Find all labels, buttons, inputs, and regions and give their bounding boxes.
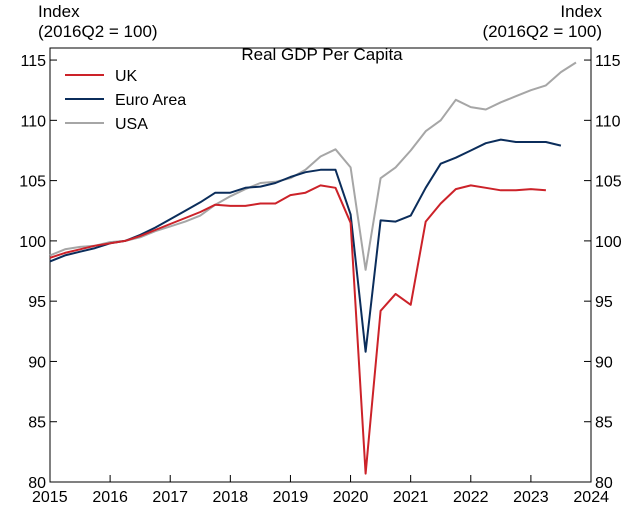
- x-tick-label: 2023: [513, 489, 549, 506]
- y-tick-label-left: 90: [28, 354, 46, 371]
- y-tick-label-right: 105: [595, 174, 622, 191]
- y-tick-label-right: 85: [595, 415, 613, 432]
- chart-title: Real GDP Per Capita: [241, 45, 403, 64]
- y-tick-label-right: 95: [595, 294, 613, 311]
- plot-area: [49, 47, 592, 483]
- series-line-uk: [49, 184, 546, 475]
- legend: UK Euro Area USA: [65, 68, 186, 133]
- legend-label-euro-area: Euro Area: [115, 92, 186, 109]
- y-tick-label-left: 80: [28, 475, 46, 492]
- legend-label-uk: UK: [115, 68, 138, 85]
- y-tick-label-right: 110: [595, 113, 621, 130]
- y-axis-label-left-line1: Index: [38, 2, 80, 21]
- y-axis-label-left-line2: (2016Q2 = 100): [38, 22, 158, 41]
- x-tick-label: 2019: [273, 489, 309, 506]
- y-axis-label-right-line1: Index: [560, 2, 602, 21]
- y-tick-label-left: 105: [19, 174, 46, 191]
- x-tick-label: 2021: [393, 489, 429, 506]
- x-tick-label: 2020: [333, 489, 369, 506]
- x-tick-label: 2018: [213, 489, 249, 506]
- x-tick-label: 2017: [152, 489, 188, 506]
- y-tick-label-right: 80: [595, 475, 613, 492]
- y-axis-label-left: Index (2016Q2 = 100): [38, 2, 158, 42]
- x-tick-label: 2024: [573, 489, 609, 506]
- x-tick-label: 2022: [453, 489, 489, 506]
- y-tick-label-right: 115: [595, 53, 621, 70]
- legend-label-usa: USA: [115, 116, 148, 133]
- series-lines: [49, 61, 577, 475]
- y-tick-label-left: 100: [19, 234, 46, 251]
- y-tick-label-left: 115: [20, 53, 46, 70]
- x-tick-label: 2015: [32, 489, 68, 506]
- y-tick-label-right: 100: [595, 234, 622, 251]
- y-tick-label-left: 110: [20, 113, 46, 130]
- y-tick-label-right: 90: [595, 354, 613, 371]
- axis-ticks: 80 80 85 85 90 90 95 95 100 100 105 105 110 110 115 115…: [19, 53, 622, 506]
- x-tick-label: 2016: [92, 489, 128, 506]
- y-tick-label-left: 95: [28, 294, 46, 311]
- y-tick-label-left: 85: [28, 415, 46, 432]
- y-axis-label-right-line2: (2016Q2 = 100): [482, 22, 602, 41]
- y-axis-label-right: Index (2016Q2 = 100): [482, 2, 602, 42]
